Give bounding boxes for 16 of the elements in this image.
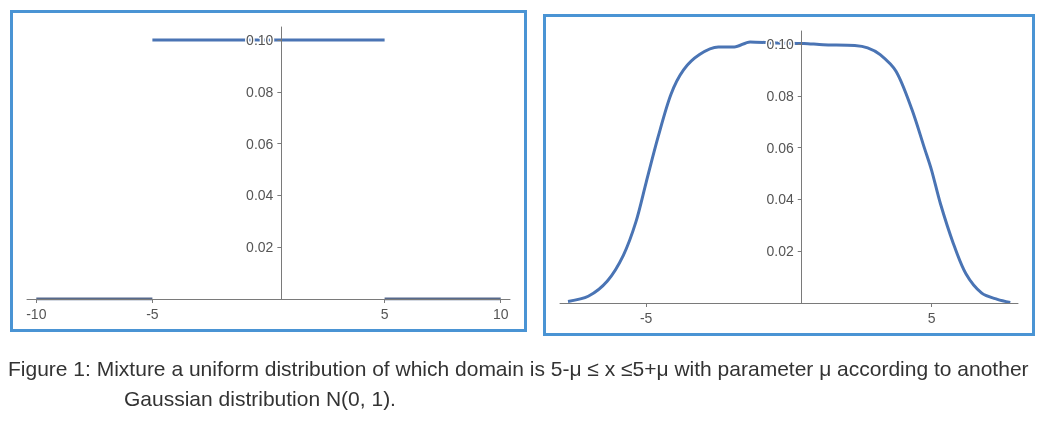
y-tick-label: 0.02 — [246, 239, 274, 256]
y-tick-label: 0.06 — [766, 139, 794, 156]
y-tick-label: 0.08 — [766, 87, 794, 104]
y-tick-label: 0.04 — [246, 187, 274, 204]
x-tick-label: 5 — [927, 310, 936, 326]
x-tick-label: 5 — [380, 306, 389, 322]
caption: Figure 1: Mixture a uniform distribution of which domain is 5-μ ≤ x ≤5+μ with parameter μ according to another Gaussian distribution N(0, 1). — [8, 356, 1030, 412]
y-tick-label: 0.08 — [246, 83, 274, 100]
y-tick-label: 0.06 — [246, 135, 274, 152]
y-tick-label: 0.04 — [766, 191, 794, 208]
x-tick-label: -5 — [146, 306, 159, 322]
y-tick-label: 0.10 — [246, 31, 274, 48]
x-tick-label: -5 — [639, 310, 653, 326]
y-tick-label: 0.02 — [766, 243, 794, 260]
x-tick-label: -10 — [26, 306, 47, 322]
x-tick-label: 10 — [492, 306, 509, 322]
